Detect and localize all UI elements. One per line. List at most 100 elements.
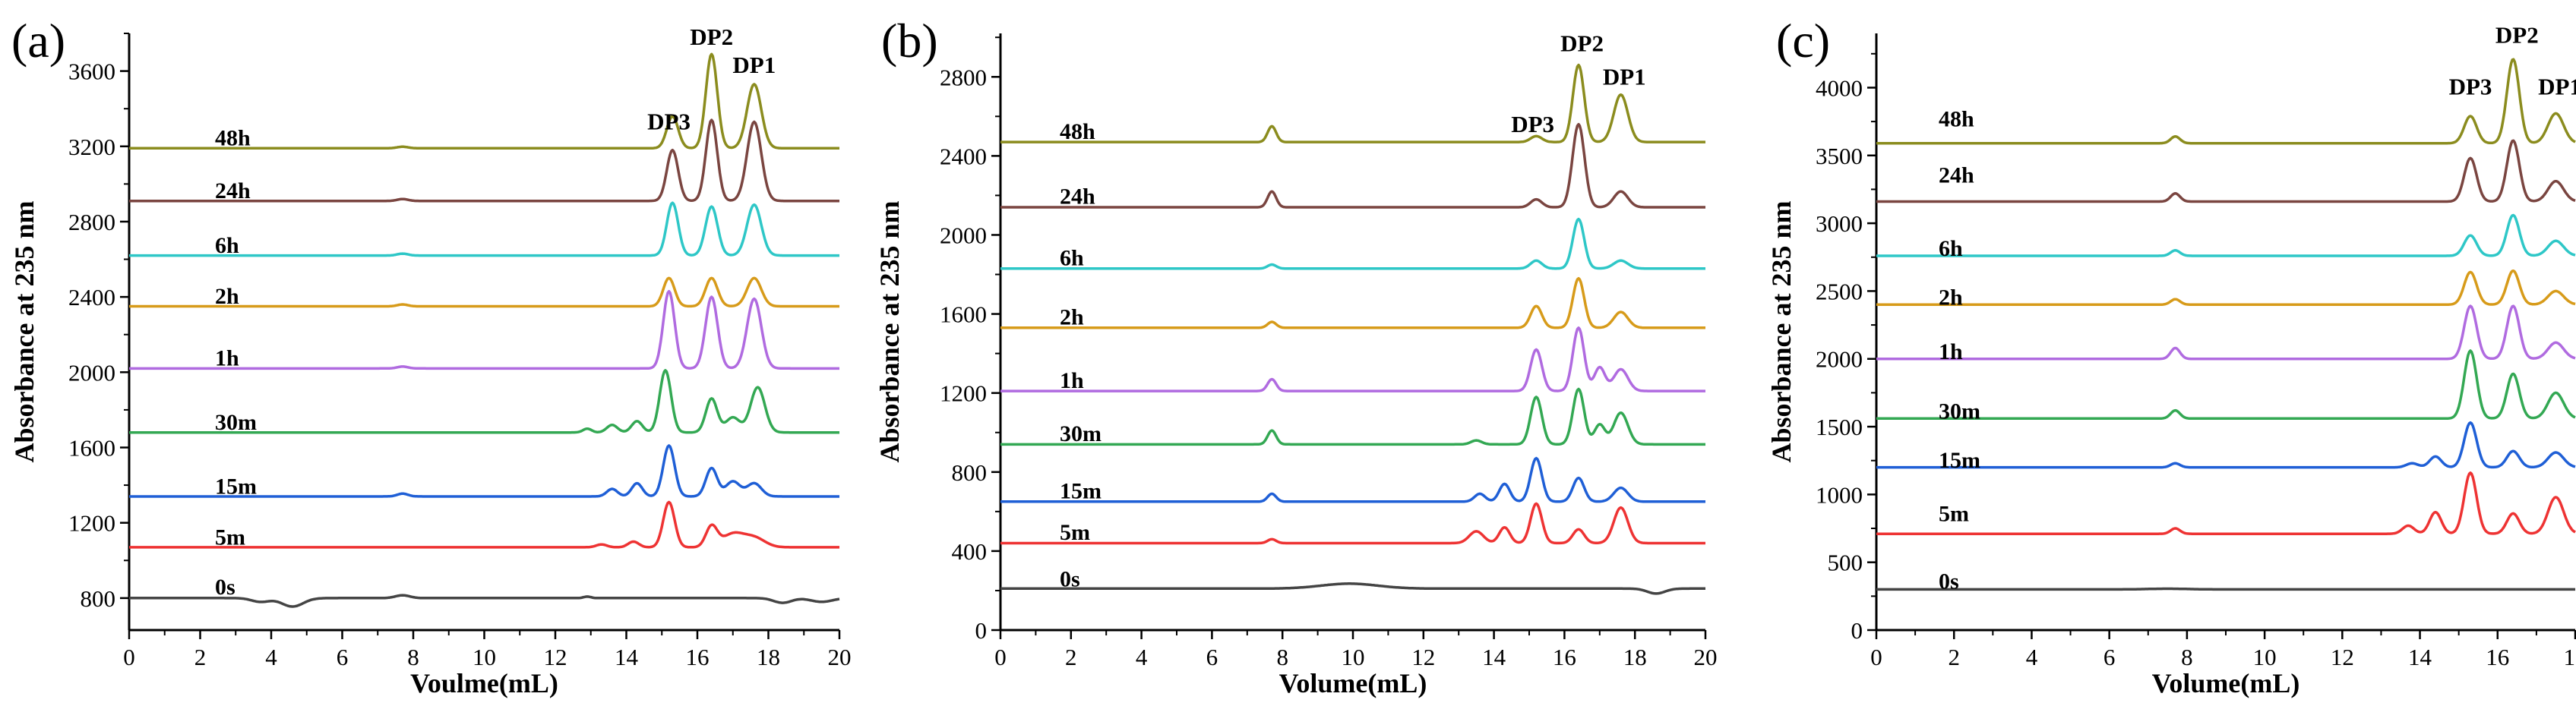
x-tick-label: 6 bbox=[337, 644, 349, 670]
panel-label: (b) bbox=[881, 14, 938, 68]
x-tick-label: 0 bbox=[994, 644, 1007, 670]
x-tick-label: 6 bbox=[2103, 644, 2116, 670]
x-tick-label: 0 bbox=[1870, 644, 1882, 670]
series-label: 1h bbox=[215, 346, 239, 371]
x-tick-label: 18 bbox=[1623, 644, 1647, 670]
y-tick-label: 2000 bbox=[1816, 346, 1863, 373]
chart-panel-2: (b) 0 2 4 6 8 10 12 14 16 18 20 0 400 800 1200 1600 2000 2… bbox=[874, 14, 1718, 698]
y-tick-label: 2000 bbox=[940, 222, 987, 248]
peak-label: DP1 bbox=[2538, 73, 2576, 99]
y-tick-label: 3500 bbox=[1816, 143, 1863, 169]
y-tick-label: 1000 bbox=[1816, 481, 1863, 508]
x-tick-label: 16 bbox=[1553, 644, 1576, 670]
x-tick-label: 10 bbox=[473, 644, 496, 670]
y-tick-label: 4000 bbox=[1816, 74, 1863, 101]
series-label: 5m bbox=[215, 525, 245, 550]
x-tick-label: 12 bbox=[2331, 644, 2354, 670]
x-tick-label: 10 bbox=[1342, 644, 1365, 670]
x-tick-label: 20 bbox=[828, 644, 852, 670]
series-line-1h bbox=[1000, 326, 1706, 392]
peak-label: DP2 bbox=[2495, 22, 2539, 49]
series-label: 6h bbox=[215, 233, 239, 258]
panel-label: (c) bbox=[1776, 14, 1830, 68]
series-label: 24h bbox=[215, 178, 251, 203]
peak-label: DP3 bbox=[2449, 73, 2492, 99]
series-label: 30m bbox=[1939, 399, 1980, 424]
series-label: 1h bbox=[1939, 339, 1963, 364]
series-line-2h bbox=[1000, 276, 1706, 329]
y-tick-label: 500 bbox=[1828, 550, 1863, 576]
series-label: 2h bbox=[215, 284, 239, 309]
peak-label: DP3 bbox=[1511, 111, 1554, 137]
peak-label: DP1 bbox=[732, 52, 776, 78]
peak-label: DP2 bbox=[1560, 30, 1604, 56]
series-label: 24h bbox=[1060, 184, 1095, 210]
peak-label: DP3 bbox=[647, 108, 691, 134]
x-tick-label: 16 bbox=[2486, 644, 2509, 670]
series-line-5m bbox=[1000, 502, 1706, 545]
series-line-24h bbox=[128, 118, 840, 203]
y-tick-label: 0 bbox=[1851, 617, 1863, 644]
x-tick-label: 10 bbox=[2253, 644, 2277, 670]
y-tick-label: 2400 bbox=[940, 143, 987, 169]
x-tick-label: 8 bbox=[1276, 644, 1288, 670]
y-tick-label: 0 bbox=[975, 617, 988, 644]
y-tick-label: 1200 bbox=[68, 510, 115, 537]
y-tick-label: 2000 bbox=[68, 359, 115, 386]
panel-label: (a) bbox=[11, 14, 65, 68]
series-label: 0s bbox=[215, 575, 235, 600]
x-tick-label: 8 bbox=[2181, 644, 2193, 670]
series-line-24h bbox=[1876, 139, 2576, 203]
series-label: 6h bbox=[1939, 236, 1963, 261]
series-line-30m bbox=[1876, 349, 2576, 421]
series-line-30m bbox=[1000, 387, 1706, 446]
series-label: 24h bbox=[1939, 163, 1974, 188]
x-tick-label: 18 bbox=[757, 644, 780, 670]
series-line-2h bbox=[128, 276, 840, 308]
x-tick-label: 4 bbox=[265, 644, 277, 670]
x-axis-title: Voulme(mL) bbox=[410, 668, 558, 698]
x-tick-label: 16 bbox=[686, 644, 710, 670]
series-line-5m bbox=[128, 500, 840, 549]
y-tick-label: 3200 bbox=[68, 134, 115, 160]
series-label: 15m bbox=[1939, 448, 1980, 473]
x-tick-label: 20 bbox=[1694, 644, 1718, 670]
y-tick-label: 400 bbox=[952, 538, 988, 565]
series-label: 0s bbox=[1939, 569, 1959, 594]
series-label: 6h bbox=[1060, 245, 1084, 270]
series-line-2h bbox=[1876, 269, 2576, 307]
series-line-0s bbox=[1000, 582, 1706, 595]
series-line-1h bbox=[1876, 304, 2576, 361]
series-label: 2h bbox=[1939, 285, 1963, 310]
series-line-30m bbox=[128, 369, 840, 434]
series-label: 2h bbox=[1060, 304, 1084, 329]
x-tick-label: 2 bbox=[1948, 644, 1960, 670]
series-label: 30m bbox=[1060, 421, 1102, 446]
y-tick-label: 2500 bbox=[1816, 278, 1863, 304]
series-label: 30m bbox=[215, 410, 257, 435]
series-line-0s bbox=[1876, 587, 2576, 591]
series-line-48h bbox=[1000, 63, 1706, 143]
series-line-1h bbox=[128, 289, 840, 370]
series-line-6h bbox=[128, 201, 840, 257]
series-label: 1h bbox=[1060, 368, 1084, 393]
series-line-6h bbox=[1000, 217, 1706, 270]
x-tick-label: 12 bbox=[1411, 644, 1435, 670]
y-tick-label: 2400 bbox=[68, 284, 115, 310]
y-tick-label: 800 bbox=[952, 459, 988, 486]
series-line-15m bbox=[1000, 456, 1706, 503]
x-tick-label: 4 bbox=[2026, 644, 2038, 670]
series-label: 48h bbox=[1060, 119, 1095, 144]
series-label: 5m bbox=[1060, 520, 1090, 545]
series-label: 48h bbox=[1939, 107, 1974, 132]
y-tick-label: 2800 bbox=[68, 209, 115, 235]
series-label: 5m bbox=[1939, 501, 1969, 526]
x-tick-label: 8 bbox=[407, 644, 419, 670]
x-tick-label: 14 bbox=[1482, 644, 1506, 670]
y-tick-label: 1600 bbox=[68, 434, 115, 461]
x-tick-label: 2 bbox=[1065, 644, 1077, 670]
y-tick-label: 1200 bbox=[940, 380, 987, 407]
x-tick-label: 0 bbox=[123, 644, 135, 670]
series-line-0s bbox=[128, 594, 840, 608]
series-label: 48h bbox=[215, 126, 251, 151]
